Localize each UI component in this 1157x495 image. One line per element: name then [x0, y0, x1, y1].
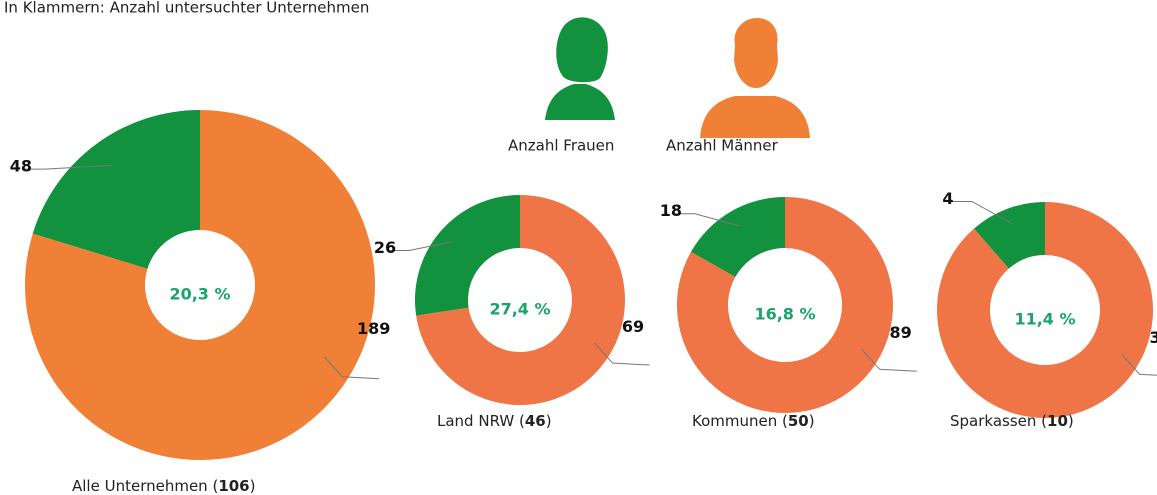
value-label: 4	[942, 189, 953, 208]
legend-label: Anzahl Frauen	[508, 137, 614, 155]
leader-line	[1121, 353, 1157, 376]
value-label: 26	[374, 238, 396, 257]
leader-line	[594, 342, 650, 366]
chart-title: Sparkassen (10)	[950, 412, 1074, 430]
legend-icon-women	[545, 17, 615, 120]
slice	[936, 202, 1153, 419]
center-label: 27,4 %	[489, 300, 550, 319]
center-label: 16,8 %	[754, 305, 815, 324]
value-label: 69	[622, 317, 644, 336]
legend-icon-men	[700, 18, 810, 138]
slice	[24, 110, 375, 461]
slice	[416, 195, 625, 405]
legend: Anzahl Frauen Anzahl Männer	[508, 17, 810, 155]
center-label: 11,4 %	[1014, 310, 1075, 329]
value-label: 31	[1149, 328, 1157, 347]
value-label: 18	[660, 201, 682, 220]
leader-line	[24, 164, 112, 170]
leader-line	[674, 213, 739, 227]
value-label: 89	[889, 323, 911, 342]
leader-line	[861, 348, 917, 372]
note: In Klammern: Anzahl untersuchter Unterne…	[4, 0, 369, 17]
slice	[677, 197, 893, 414]
chart-title: Kommunen (50)	[692, 412, 815, 430]
slice	[415, 195, 520, 316]
chart-title: Alle Unternehmen (106)	[72, 477, 255, 495]
leader-line	[951, 200, 1013, 225]
leader-line	[323, 356, 380, 380]
legend-label: Anzahl Männer	[666, 137, 779, 155]
value-label: 48	[10, 157, 32, 176]
leader-line	[389, 241, 453, 252]
slice	[973, 202, 1045, 269]
slice	[32, 110, 200, 269]
center-label: 20,3 %	[169, 285, 230, 304]
value-label: 189	[357, 319, 390, 338]
chart-title: Land NRW (46)	[437, 412, 552, 430]
slice	[690, 197, 785, 277]
